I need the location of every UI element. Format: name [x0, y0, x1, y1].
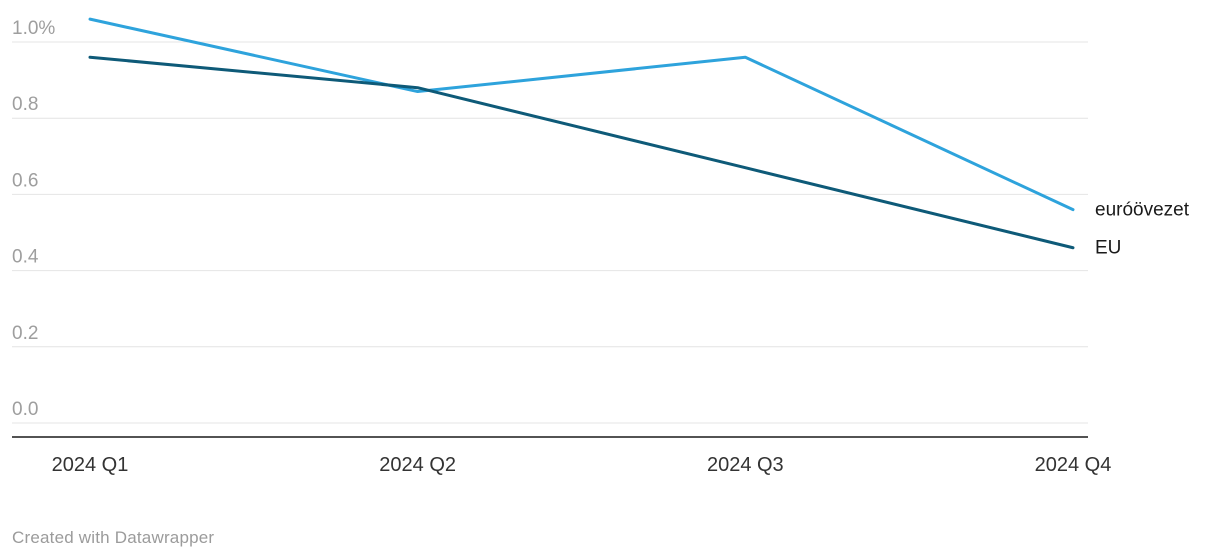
y-tick-label: 0.0	[12, 399, 38, 420]
y-tick-label: 0.2	[12, 323, 38, 344]
chart-footer: Created with Datawrapper	[12, 528, 214, 548]
y-tick-label: 0.8	[12, 94, 38, 115]
line-chart: 1.0% 0.8 0.6 0.4 0.2 0.0 2024 Q1 2024 Q2 2024 Q3…	[12, 17, 1190, 476]
series-line	[88, 55, 1075, 250]
y-tick-label: 0.6	[12, 170, 38, 191]
x-tick-label: 2024 Q4	[1035, 454, 1112, 476]
x-tick-label: 2024 Q3	[707, 454, 784, 476]
series-end-label: euróövezet	[1095, 200, 1190, 221]
x-tick-label: 2024 Q1	[52, 454, 129, 476]
y-tick-label: 0.4	[12, 247, 39, 268]
x-tick-label: 2024 Q2	[379, 454, 456, 476]
series-line	[88, 17, 1075, 212]
datawrapper-credit-link[interactable]: Created with Datawrapper	[12, 528, 215, 547]
y-tick-label: 1.0%	[12, 18, 55, 39]
series-end-label: EU	[1095, 238, 1121, 259]
